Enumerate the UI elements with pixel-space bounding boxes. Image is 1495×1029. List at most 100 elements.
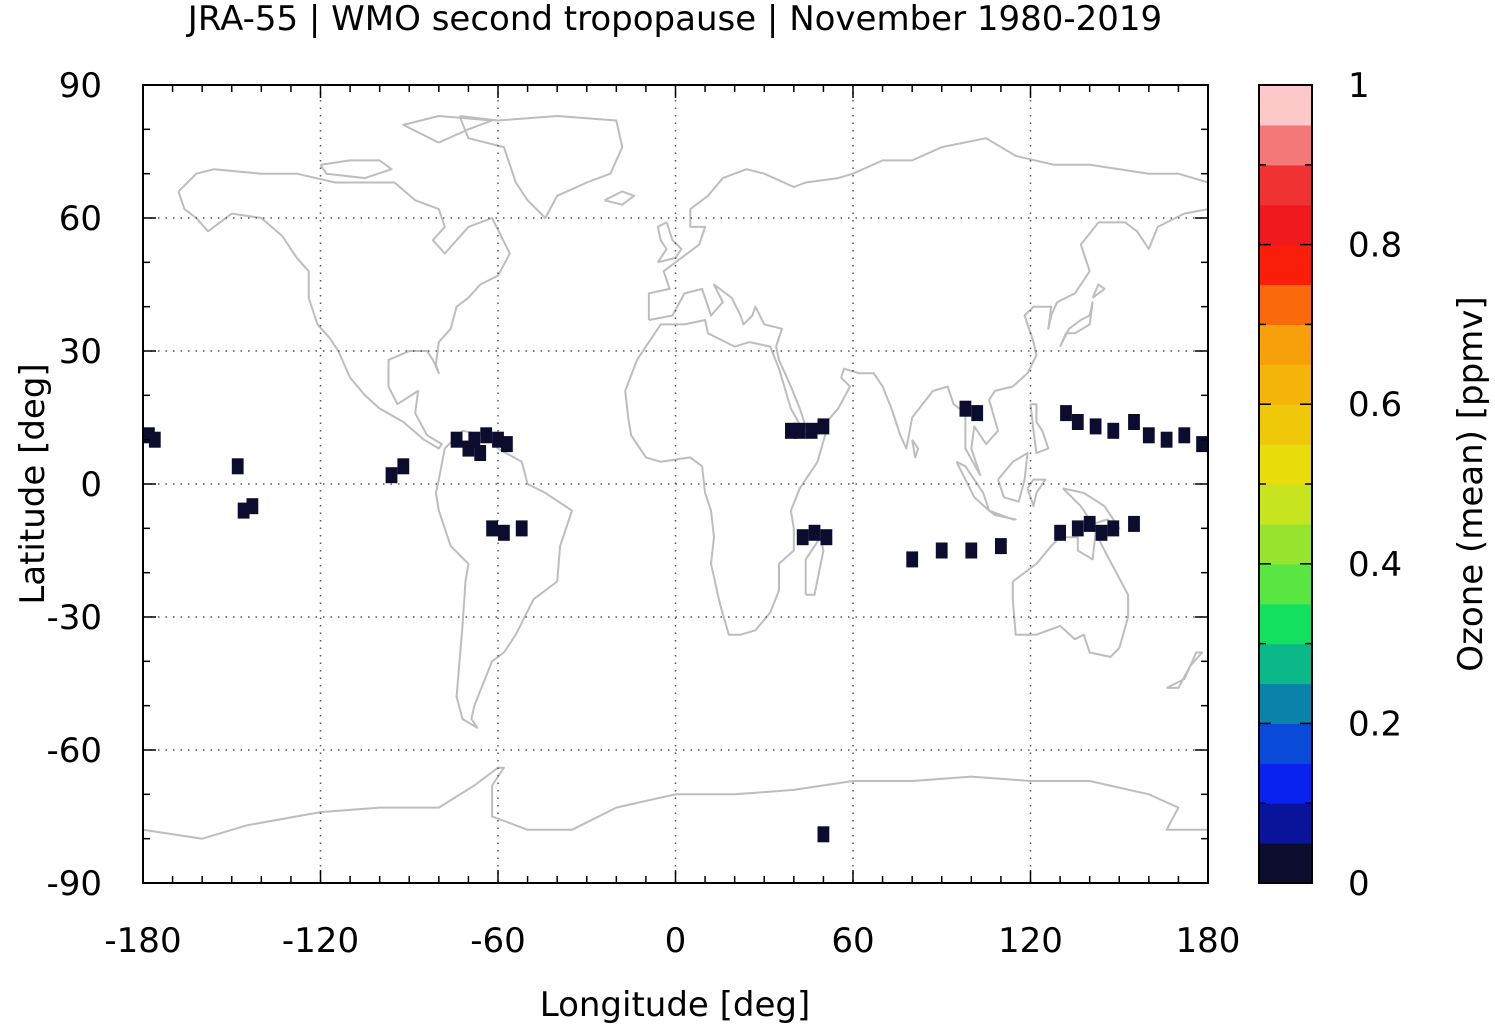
y-tick-label: 90 [59,66,102,106]
colorbar-swatch [1259,124,1312,166]
heatmap-cell [237,502,250,519]
heatmap-cell [480,427,493,444]
colorbar-swatch [1259,85,1312,126]
heatmap-cell [793,422,806,439]
heatmap-cell [995,538,1007,555]
colorbar-swatch [1259,803,1312,844]
heatmap-cell [1107,520,1120,537]
heatmap-cell [1107,422,1120,439]
y-tick-label: -30 [46,598,102,638]
colorbar-swatch [1259,164,1312,206]
colorbar-swatch [1259,843,1312,884]
x-axis-label: Longitude [deg] [540,985,811,1025]
colorbar-tick-label: 0 [1348,864,1370,904]
x-tick-label: -60 [470,921,526,961]
heatmap-cell [1128,515,1140,532]
coastline-segment [319,159,393,180]
heatmap-cell [1054,524,1066,541]
colorbar-swatch [1259,244,1312,286]
heatmap-cell [1083,515,1096,532]
x-tick-label: -120 [282,921,359,961]
plot-area [142,84,1209,884]
colorbar-swatch [1259,324,1312,365]
heatmap-cell [796,529,809,546]
heatmap-cell [965,542,978,559]
heatmap-cell [817,418,830,435]
heatmap-cell [959,400,972,417]
x-tick-label: 0 [665,921,687,961]
heatmap-cell [231,458,244,475]
heatmap-cell [498,524,510,541]
y-axis-ticks: 90 60 30 0 -30 -60 -90 [46,66,102,904]
colorbar-tick-label: 0.6 [1348,385,1402,425]
y-tick-label: 60 [59,199,102,239]
coastline-segment [142,766,1208,840]
x-tick-label: 180 [1176,921,1241,961]
coastline-segment [911,439,920,459]
gridlines [143,85,1208,883]
heatmap-cell [906,551,919,568]
x-tick-label: 60 [831,921,874,961]
coastline-segment [402,115,494,144]
heatmap-cell [148,431,161,448]
heatmap-cell [1196,436,1208,453]
coastline-segment [604,190,636,206]
heatmap-cell [1142,427,1155,444]
heatmap-cell [1178,427,1191,444]
colorbar-swatch [1259,723,1312,764]
heatmap-cells [143,400,1208,843]
coastline-segment [177,168,511,450]
colorbar-tick-label: 0.2 [1348,704,1402,744]
y-axis-label: Latitude [deg] [13,363,53,604]
heatmap-cell [1128,414,1140,430]
heatmap-cell [1060,405,1072,422]
colorbar-swatch [1259,603,1312,645]
y-tick-label: -90 [46,864,102,904]
coastline-segment [955,460,991,512]
heatmap-cell [397,458,410,475]
colorbar-label: Ozone (mean) [ppmv] [1451,296,1491,671]
heatmap-cell [501,436,513,453]
heatmap-cell [820,529,833,546]
heatmap-cell [492,431,504,448]
coastline-segment [997,452,1029,503]
heatmap-cell [246,498,259,515]
colorbar [1258,84,1313,884]
heatmap-cell [1071,520,1084,537]
coastline-map [142,115,1209,840]
coastline-segment [988,509,1017,521]
y-tick-label: -60 [46,731,102,771]
heatmap-cell [971,405,984,422]
heatmap-cell [1089,418,1102,435]
heatmap-cell [808,524,821,541]
colorbar-swatch [1259,364,1312,405]
coastline-segment [1059,301,1094,348]
colorbar-swatch [1259,404,1312,445]
colorbar-tick-label: 1 [1348,66,1370,106]
coastline-segment [1166,651,1204,689]
heatmap-cell [515,520,528,537]
chart-title: JRA-55 | WMO second tropopause | Novembe… [186,0,1162,39]
coastline-segment [624,319,828,636]
heatmap-cell [474,445,487,461]
colorbar-swatch [1259,484,1312,525]
heatmap-cell [385,467,398,484]
colorbar-tick-label: 0.8 [1348,226,1402,266]
heatmap-cell [462,440,475,457]
colorbar-swatch [1259,444,1312,485]
coastline-segment [648,208,1209,477]
colorbar-swatch [1259,284,1312,325]
colorbar-swatch [1259,563,1312,605]
colorbar-swatch [1259,204,1312,246]
coastline-segment [1026,478,1047,508]
heatmap-cell [468,431,481,448]
coastline-segment [434,429,573,729]
colorbar-ticks: 0 0.2 0.4 0.6 0.8 1 [1259,66,1402,904]
plot-frame [142,84,1209,884]
heatmap-cell [805,422,818,439]
y-tick-label: 0 [80,465,102,505]
colorbar-swatch [1259,643,1312,685]
colorbar-swatch [1259,763,1312,804]
